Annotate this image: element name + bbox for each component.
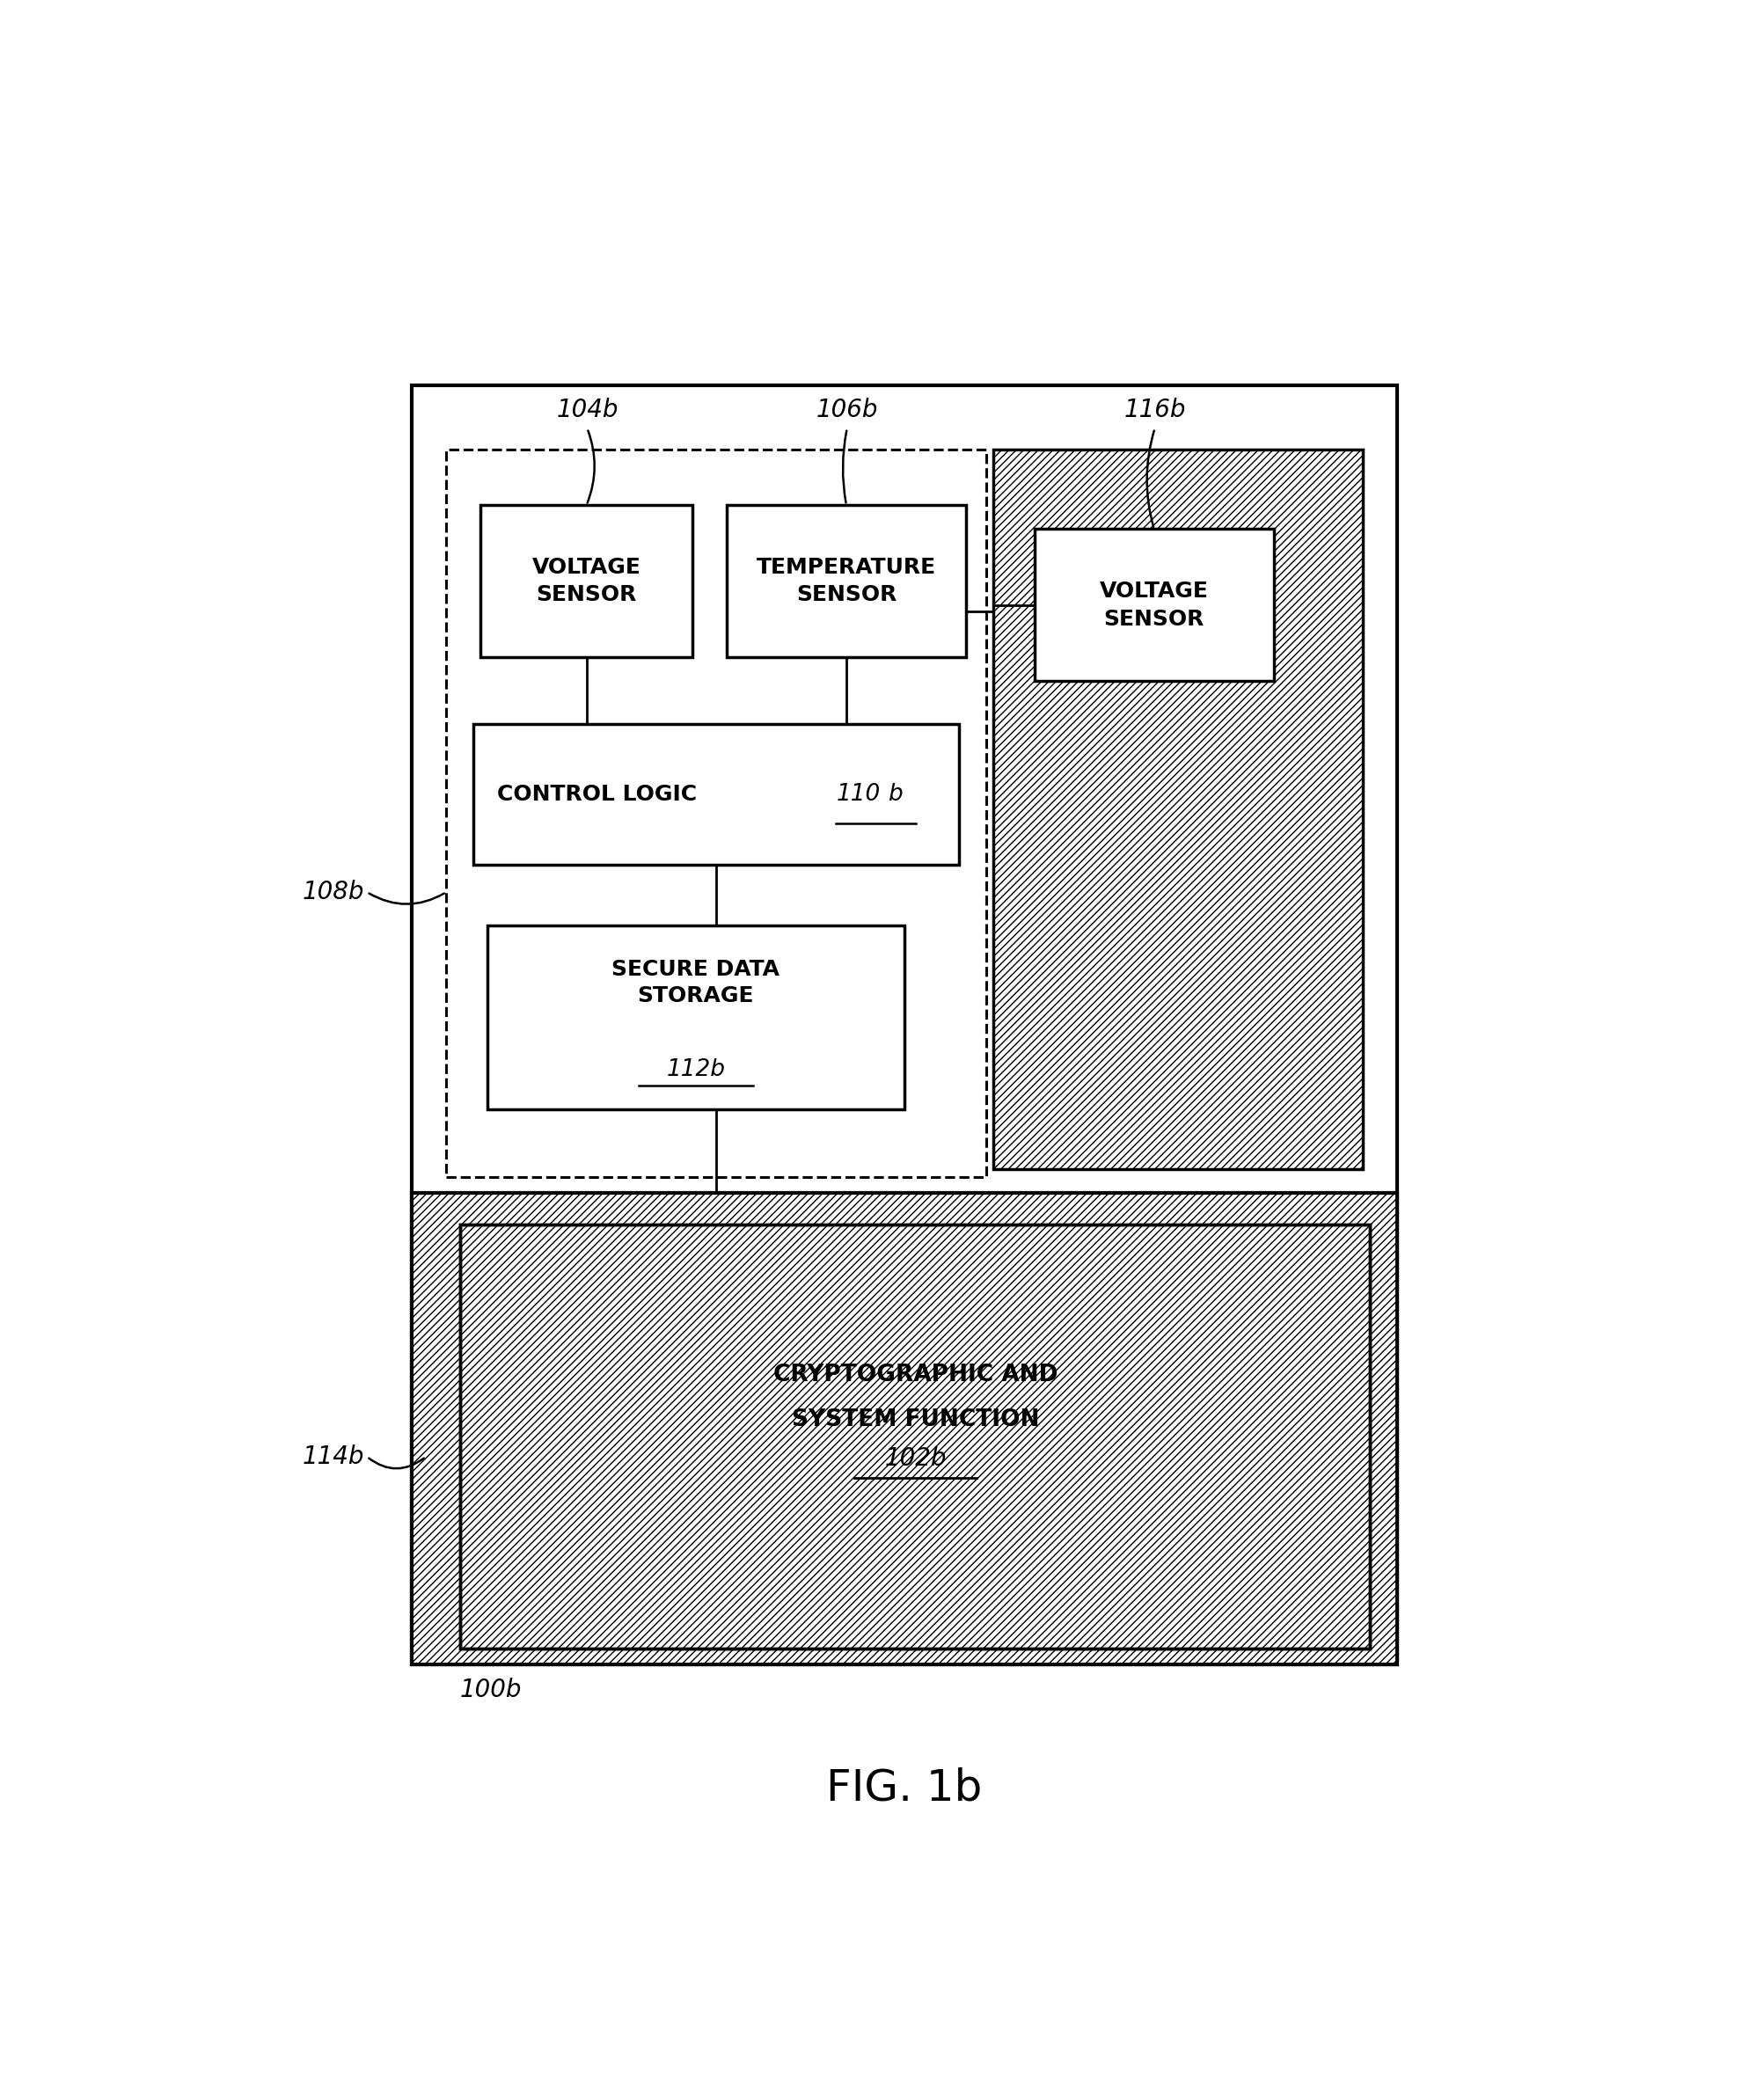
Bar <box>473 725 960 864</box>
Bar <box>413 1192 1397 1664</box>
Text: VOLTAGE
SENSOR: VOLTAGE SENSOR <box>531 557 640 606</box>
Bar <box>413 1192 1397 1664</box>
Text: VOLTAGE
SENSOR: VOLTAGE SENSOR <box>1099 582 1208 629</box>
Bar <box>413 384 1397 1664</box>
Text: TEMPERATURE
SENSOR: TEMPERATURE SENSOR <box>757 557 935 606</box>
Text: b: b <box>887 783 903 806</box>
Text: CRYPTOGRAPHIC AND: CRYPTOGRAPHIC AND <box>773 1365 1057 1387</box>
Text: 116b: 116b <box>1124 397 1185 422</box>
Text: 104b: 104b <box>556 397 617 422</box>
Bar <box>480 505 691 656</box>
Text: FIG. 1b: FIG. 1b <box>826 1768 983 1809</box>
Text: 114b: 114b <box>302 1444 363 1468</box>
Bar <box>1034 530 1274 681</box>
Text: 108b: 108b <box>302 881 363 903</box>
Text: 110: 110 <box>836 783 880 806</box>
Bar <box>727 505 965 656</box>
Bar <box>460 1225 1369 1649</box>
Text: 102b: 102b <box>884 1446 946 1471</box>
Bar <box>460 1225 1369 1649</box>
Bar <box>487 926 903 1109</box>
Text: 106b: 106b <box>815 397 878 422</box>
Bar <box>993 449 1362 1169</box>
Bar <box>993 449 1362 1169</box>
Text: SECURE DATA
STORAGE: SECURE DATA STORAGE <box>612 960 780 1005</box>
Bar <box>446 449 986 1178</box>
Text: 100b: 100b <box>460 1678 522 1701</box>
Text: CONTROL LOGIC: CONTROL LOGIC <box>497 783 697 806</box>
Text: SYSTEM FUNCTION: SYSTEM FUNCTION <box>792 1408 1039 1431</box>
Text: 112b: 112b <box>667 1057 725 1080</box>
